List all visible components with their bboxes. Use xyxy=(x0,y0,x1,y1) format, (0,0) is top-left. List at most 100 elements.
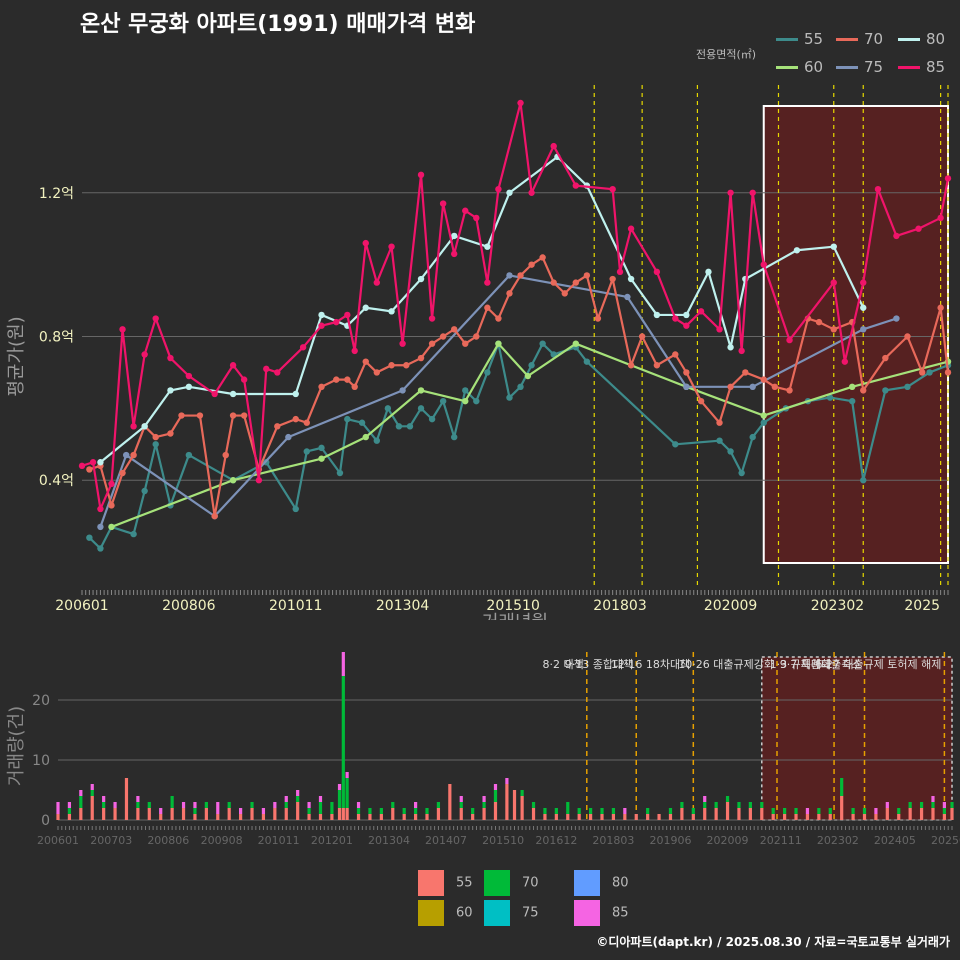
data-point-70 xyxy=(152,433,159,441)
volume-bar-85 xyxy=(307,802,311,808)
volume-bar-70 xyxy=(471,808,475,814)
data-point-85 xyxy=(915,225,922,232)
volume-bar-85 xyxy=(136,796,140,802)
data-point-85 xyxy=(119,326,126,333)
data-point-85 xyxy=(399,340,406,347)
highlight-region xyxy=(761,656,953,821)
volume-bar-55 xyxy=(273,808,277,820)
data-point-70 xyxy=(462,340,469,347)
data-point-70 xyxy=(528,261,535,268)
data-point-85 xyxy=(786,336,793,344)
legend-label: 75 xyxy=(522,905,539,921)
volume-bar-85 xyxy=(623,808,627,814)
volume-bar-55 xyxy=(284,808,288,820)
data-point-55 xyxy=(384,405,392,412)
data-point-55 xyxy=(130,530,137,538)
volume-bar-55 xyxy=(159,814,163,820)
data-point-70 xyxy=(417,354,425,362)
x-tick-label: 201906 xyxy=(649,834,691,847)
volume-bar-55 xyxy=(296,802,300,820)
x-tick-label: 2025 xyxy=(904,598,940,614)
data-point-85 xyxy=(760,261,767,268)
x-tick-label: 201304 xyxy=(376,598,430,614)
volume-bar-70 xyxy=(296,796,300,802)
volume-bar-55 xyxy=(356,814,361,820)
data-point-60 xyxy=(229,477,237,484)
y-tick-label: 0.4억 xyxy=(39,473,74,489)
volume-bar-85 xyxy=(56,802,60,814)
data-point-55 xyxy=(406,423,414,430)
data-point-70 xyxy=(428,340,436,347)
data-point-70 xyxy=(362,358,369,365)
legend-item-55: 55 xyxy=(776,30,823,48)
data-point-60 xyxy=(524,372,532,380)
data-point-55 xyxy=(439,397,447,405)
data-point-70 xyxy=(919,369,926,376)
data-point-70 xyxy=(572,279,580,286)
legend-label: 85 xyxy=(926,58,946,76)
volume-bar-55 xyxy=(147,808,151,820)
volume-bar-70 xyxy=(284,802,288,808)
volume-bar-55 xyxy=(261,814,266,820)
volume-bar-85 xyxy=(273,802,277,808)
volume-bar-55 xyxy=(885,808,889,820)
volume-bar-85 xyxy=(284,796,288,802)
data-point-85 xyxy=(495,185,502,193)
volume-bar-55 xyxy=(56,814,60,820)
data-point-85 xyxy=(672,315,679,322)
policy-annotation: 12·16 18차대책 xyxy=(611,658,690,671)
data-point-70 xyxy=(627,362,635,369)
data-point-85 xyxy=(141,351,148,358)
data-point-70 xyxy=(904,333,911,340)
volume-bar-70 xyxy=(691,808,695,814)
volume-bar-55 xyxy=(493,802,498,820)
volume-bar-70 xyxy=(851,808,855,814)
volume-bar-70 xyxy=(307,808,311,814)
data-point-85 xyxy=(653,268,661,276)
volume-bar-55 xyxy=(181,808,186,820)
x-tick-label: 201803 xyxy=(592,834,634,847)
data-point-55 xyxy=(97,545,104,552)
volume-bar-85 xyxy=(337,784,342,790)
data-point-85 xyxy=(130,423,137,430)
volume-bar-70 xyxy=(170,796,174,808)
volume-bar-85 xyxy=(79,790,83,796)
legend-item-60: 60 xyxy=(776,58,823,76)
volume-bar-85 xyxy=(703,796,707,802)
legend-label: 85 xyxy=(612,905,629,921)
volume-bar-55 xyxy=(874,814,878,820)
volume-bar-55 xyxy=(170,808,174,820)
volume-bar-85 xyxy=(159,808,163,814)
data-point-85 xyxy=(462,207,469,214)
x-tick-label: 202302 xyxy=(811,598,864,614)
data-point-70 xyxy=(716,419,723,426)
legend-item-70: 70 xyxy=(484,870,539,896)
volume-bar-55 xyxy=(851,814,855,820)
volume-bar-55 xyxy=(113,808,117,820)
legend-swatch xyxy=(898,66,920,69)
data-point-85 xyxy=(428,315,436,322)
x-tick-label: 201011 xyxy=(269,598,322,614)
volume-bar-70 xyxy=(102,802,106,808)
volume-bar-70 xyxy=(204,802,208,808)
volume-bar-55 xyxy=(337,808,342,820)
x-tick-label: 201803 xyxy=(593,598,646,614)
data-point-60 xyxy=(495,340,502,347)
data-point-80 xyxy=(388,308,395,315)
x-axis-label: 거래년월 xyxy=(482,612,548,620)
data-point-70 xyxy=(130,451,137,459)
data-point-55 xyxy=(727,448,734,455)
data-point-70 xyxy=(697,397,705,405)
volume-bar-85 xyxy=(805,808,810,814)
legend-label: 60 xyxy=(804,58,824,76)
data-point-60 xyxy=(108,523,115,531)
volume-bar-70 xyxy=(391,802,395,808)
data-point-70 xyxy=(473,333,480,340)
volume-bar-55 xyxy=(505,784,509,820)
data-point-85 xyxy=(373,279,381,286)
volume-bar-70 xyxy=(566,802,570,814)
data-point-85 xyxy=(944,175,952,182)
volume-bar-70 xyxy=(737,802,741,808)
legend-label: 70 xyxy=(522,875,539,891)
volume-bar-70 xyxy=(646,808,650,814)
